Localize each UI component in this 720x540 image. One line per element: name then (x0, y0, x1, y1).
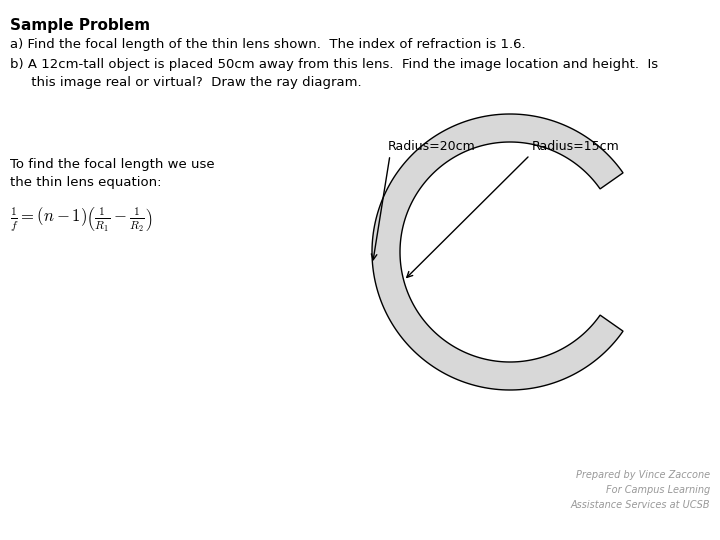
Text: For Campus Learning: For Campus Learning (606, 485, 710, 495)
Text: To find the focal length we use: To find the focal length we use (10, 158, 215, 171)
Text: Prepared by Vince Zaccone: Prepared by Vince Zaccone (576, 470, 710, 480)
Polygon shape (372, 114, 623, 390)
Text: Assistance Services at UCSB: Assistance Services at UCSB (570, 500, 710, 510)
Text: Sample Problem: Sample Problem (10, 18, 150, 33)
Text: b) A 12cm-tall object is placed 50cm away from this lens.  Find the image locati: b) A 12cm-tall object is placed 50cm awa… (10, 58, 658, 71)
Text: Radius=20cm: Radius=20cm (388, 140, 476, 153)
Text: $\frac{1}{f}=(n-1)\left(\frac{1}{R_1}-\frac{1}{R_2}\right)$: $\frac{1}{f}=(n-1)\left(\frac{1}{R_1}-\f… (10, 205, 153, 233)
Text: a) Find the focal length of the thin lens shown.  The index of refraction is 1.6: a) Find the focal length of the thin len… (10, 38, 526, 51)
Text: the thin lens equation:: the thin lens equation: (10, 176, 161, 189)
Text: Radius=15cm: Radius=15cm (532, 140, 620, 153)
Text: this image real or virtual?  Draw the ray diagram.: this image real or virtual? Draw the ray… (10, 76, 361, 89)
